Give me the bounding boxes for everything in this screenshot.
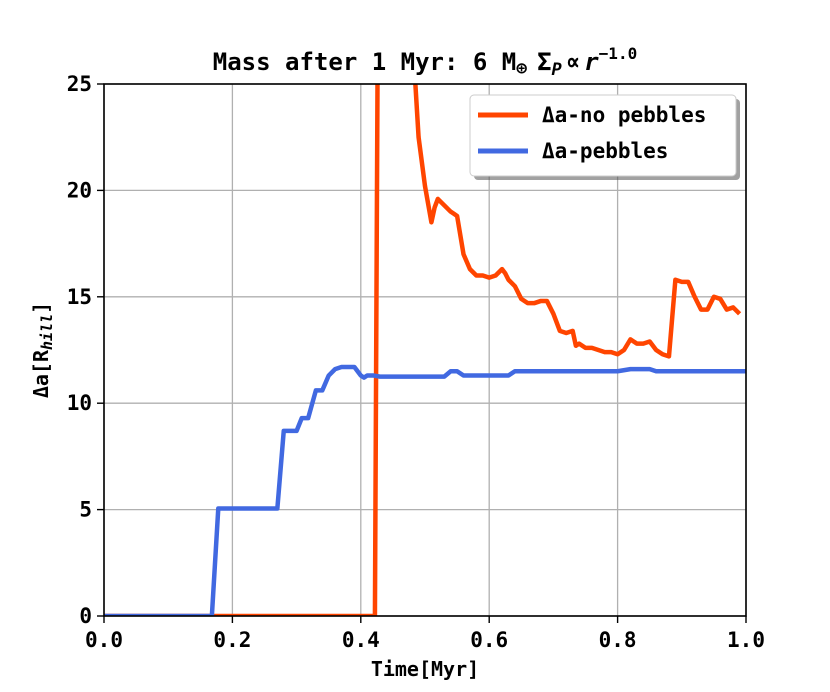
title-main-text: Mass after 1 Myr: 6 M [213,48,516,76]
legend-label-no-pebbles: Δa-no pebbles [542,103,706,127]
legend: Δa-no pebbles Δa-pebbles [469,94,737,177]
y-tick-label: 20 [67,178,92,202]
chart-title: Mass after 1 Myr: 6 M⊕ ΣP ∝ r−1.0 [213,44,637,80]
title-exponent: −1.0 [599,44,638,63]
series-line-pebbles [104,364,746,616]
y-tick-label: 10 [67,391,92,415]
x-axis-label: Time[Myr] [371,657,479,681]
y-tick-label: 0 [79,604,92,628]
y-axis-label-main: Δa[R [29,349,53,398]
y-tick-label: 15 [67,285,92,309]
x-tick-label: 1.0 [727,628,765,652]
legend-box [469,94,737,177]
title-sigma-subscript: P [552,60,563,80]
x-tick-label: 0.0 [85,628,123,652]
y-axis-label-bracket: ] [29,302,53,314]
axis-ticks: 0.0 0.2 0.4 0.6 0.8 1.0 0 5 10 15 20 25 [67,72,765,652]
x-tick-label: 0.4 [342,628,380,652]
plot-frame [103,83,747,617]
y-tick-label: 25 [67,72,92,96]
y-axis-label-subscript: hill [38,314,56,350]
title-r: r [584,48,599,76]
x-tick-label: 0.6 [470,628,508,652]
series-layer [104,84,746,616]
series-line-no-pebbles [104,84,742,616]
title-propto-symbol: ∝ [566,48,580,76]
x-tick-label: 0.8 [599,628,637,652]
y-axis-label: Δa[Rhill] [29,302,56,398]
title-sigma: Σ [537,48,551,76]
legend-label-pebbles: Δa-pebbles [542,139,668,163]
y-tick-label: 5 [79,498,92,522]
title-earth-symbol: ⊕ [516,58,527,79]
x-tick-label: 0.2 [213,628,251,652]
